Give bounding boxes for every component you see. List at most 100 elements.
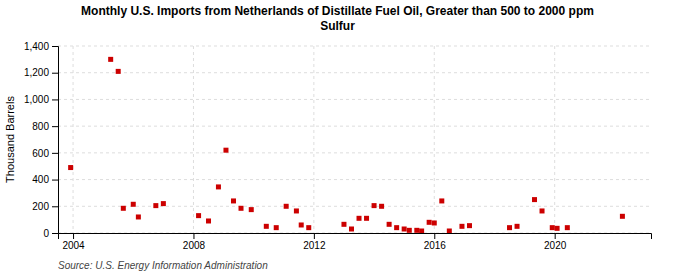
point (414, 228, 419, 233)
point (153, 203, 158, 208)
point (108, 57, 113, 62)
y-axis-tick-label: 400 (32, 174, 49, 185)
x-axis-tick: 2016 (424, 233, 447, 251)
x-axis-tick-mark (434, 233, 435, 239)
plot: 2004 2008 2012 2016 2020 0 200 400 600 800 1,000 1,… (24, 41, 652, 251)
y-axis-tick-label: 1,400 (24, 41, 49, 52)
grid-line-y (58, 206, 651, 207)
y-axis-tick-label: 200 (32, 201, 49, 212)
point (161, 201, 166, 206)
y-axis-line (52, 47, 59, 234)
point (121, 206, 126, 211)
point (620, 214, 625, 219)
x-axis-tick: 2020 (544, 233, 567, 251)
x-axis-tick: 2004 (62, 233, 85, 251)
y-axis-tick-mark (52, 180, 58, 181)
point (447, 228, 452, 233)
point (116, 69, 121, 74)
point (274, 225, 279, 230)
grid-line-y (58, 46, 651, 47)
grid-line-y (58, 179, 651, 180)
point (550, 225, 555, 230)
x-axis-tick-label: 2004 (62, 240, 85, 251)
points (68, 57, 625, 233)
y-axis-tick-mark (52, 126, 58, 127)
grid-line-y (58, 72, 651, 73)
point (372, 203, 377, 208)
y-axis-tick-label: 0 (43, 228, 49, 239)
point (555, 226, 560, 231)
y-axis-tick-mark (52, 153, 58, 154)
y-axis-tick-mark (52, 206, 58, 207)
x-axis-tick-mark (555, 233, 556, 239)
point (294, 208, 299, 213)
y-axis-tick-mark (52, 46, 58, 47)
x-axis-tick-label: 2016 (424, 240, 447, 251)
point (264, 224, 269, 229)
point (239, 206, 244, 211)
point (387, 222, 392, 227)
y-axis-tick: 1,000 (24, 94, 58, 105)
title-line: Monthly U.S. Imports from Netherlands of… (81, 4, 594, 18)
x-axis-tick-label: 2020 (544, 240, 567, 251)
point (306, 225, 311, 230)
grid-line-y (58, 126, 651, 127)
grid-line-y (58, 99, 651, 100)
y-axis-tick-mark (52, 233, 58, 234)
point (364, 216, 369, 221)
grid-line-x (554, 46, 555, 233)
point (419, 228, 424, 233)
chart: 2004 2008 2012 2016 2020 0 200 400 600 800 1,000 1,… (0, 0, 675, 275)
point (136, 214, 141, 219)
point (299, 222, 304, 227)
point (284, 204, 289, 209)
point (427, 220, 432, 225)
x-axis-tick-mark (314, 233, 315, 239)
point (216, 184, 221, 189)
y-axis-tick-label: 600 (32, 148, 49, 159)
grid-line-x (73, 46, 74, 233)
point (432, 220, 437, 225)
point (223, 148, 228, 153)
point (196, 213, 201, 218)
y-axis-tick-mark (52, 73, 58, 74)
point (349, 226, 354, 231)
y-axis-tick-label: 800 (32, 121, 49, 132)
y-axis: 0 200 400 600 800 1,000 1,200 1,400 (24, 41, 59, 239)
y-axis-tick: 200 (32, 201, 58, 212)
y-axis-tick: 1,400 (24, 41, 58, 52)
y-axis-tick: 1,200 (24, 67, 58, 78)
grid (58, 46, 651, 233)
point (565, 225, 570, 230)
source-note: Source: U.S. Energy Information Administ… (58, 260, 268, 271)
point (459, 224, 464, 229)
y-axis-tick-label: 1,200 (24, 67, 49, 78)
point (394, 225, 399, 230)
point (532, 197, 537, 202)
grid-line-x (434, 46, 435, 233)
point (231, 198, 236, 203)
x-axis-tick: 2012 (303, 233, 326, 251)
x-axis-tick-mark (73, 233, 74, 239)
x-axis-tick: 2008 (183, 233, 206, 251)
point (439, 198, 444, 203)
y-axis-tick: 600 (32, 148, 58, 159)
grid-line-y (58, 152, 651, 153)
point (249, 207, 254, 212)
point (206, 218, 211, 223)
point (68, 165, 73, 170)
x-axis: 2004 2008 2012 2016 2020 (59, 233, 652, 251)
point (357, 216, 362, 221)
point (540, 208, 545, 213)
y-axis-tick: 800 (32, 121, 58, 132)
y-axis-tick-label: 1,000 (24, 94, 49, 105)
point (467, 223, 472, 228)
x-axis-tick-mark (193, 233, 194, 239)
y-axis-tick: 400 (32, 174, 58, 185)
grid-line-x (193, 46, 194, 233)
point (402, 226, 407, 231)
point (507, 225, 512, 230)
title: Monthly U.S. Imports from Netherlands of… (81, 4, 594, 33)
title-line: Sulfur (320, 19, 355, 33)
point (407, 228, 412, 233)
